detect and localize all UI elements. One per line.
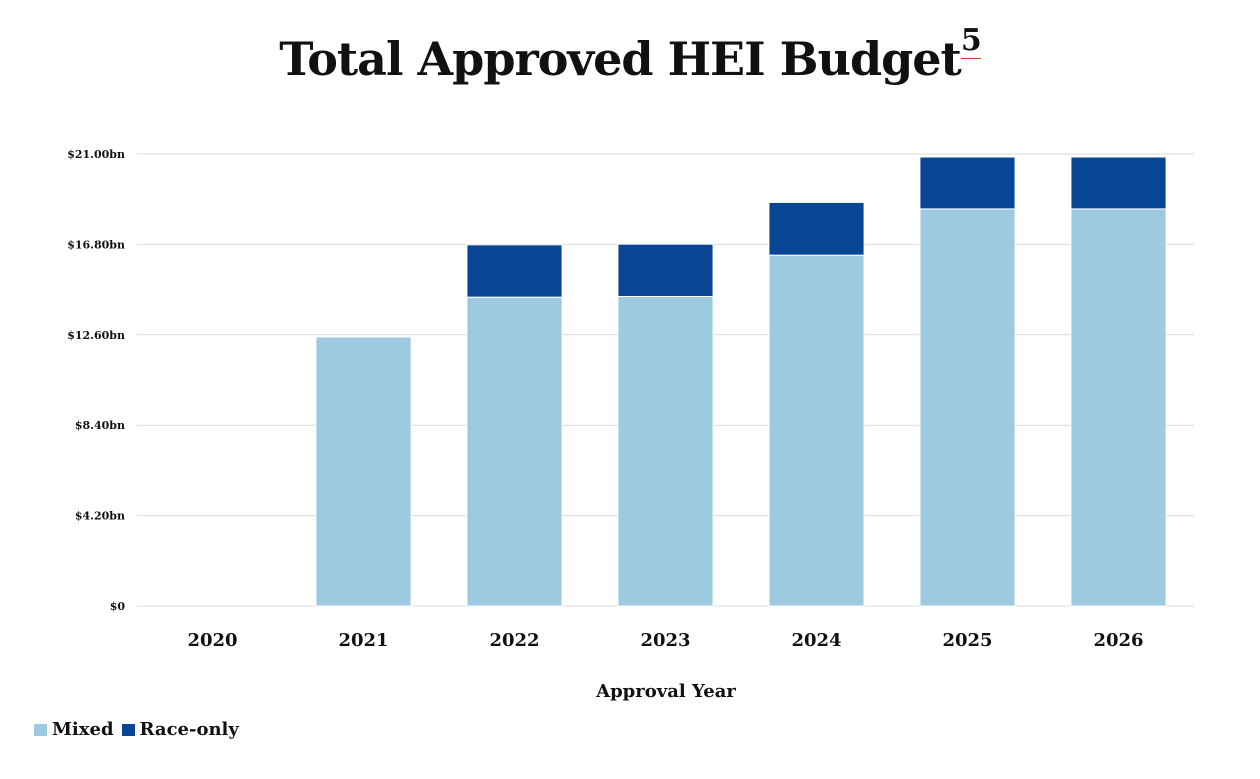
- legend-swatch-mixed: [34, 723, 47, 736]
- x-axis-ticks: 2020 2021 2022 2023 2024 2025 2026: [187, 630, 1143, 651]
- y-axis-ticks: $0 $4.20bn $8.40bn $12.60bn $16.80bn $21.00bn: [67, 148, 125, 613]
- bars: [315, 156, 1167, 607]
- x-tick-label: 2020: [187, 630, 237, 651]
- title-footnote-marker[interactable]: 5: [960, 23, 982, 59]
- legend-item-mixed[interactable]: Mixed: [34, 719, 114, 740]
- bar-mixed-2023[interactable]: [617, 295, 714, 607]
- bar-race-only-2022[interactable]: [466, 244, 563, 298]
- bar-mixed-2025[interactable]: [919, 208, 1016, 607]
- bar-mixed-2024[interactable]: [768, 254, 865, 607]
- bar-mixed-2022[interactable]: [466, 296, 563, 607]
- x-tick-label: 2024: [791, 630, 841, 651]
- legend-swatch-race-only: [121, 723, 135, 736]
- bar-race-only-2025[interactable]: [919, 156, 1016, 210]
- x-tick-label: 2025: [942, 630, 992, 651]
- legend-item-race-only[interactable]: Race-only: [121, 719, 239, 740]
- bar-race-only-2024[interactable]: [768, 201, 865, 256]
- chart-title-text: Total Approved HEI Budget: [279, 32, 962, 86]
- y-tick-label: $12.60bn: [67, 329, 125, 342]
- x-tick-label: 2023: [640, 630, 690, 651]
- x-tick-label: 2022: [489, 630, 539, 651]
- y-tick-label: $16.80bn: [67, 238, 125, 251]
- chart-title: Total Approved HEI Budget5: [0, 23, 1260, 86]
- bar-mixed-2021[interactable]: [315, 336, 412, 607]
- x-tick-label: 2026: [1093, 630, 1143, 651]
- bar-race-only-2023[interactable]: [617, 243, 714, 297]
- legend: Mixed Race-only: [34, 719, 247, 740]
- y-tick-label: $4.20bn: [75, 510, 125, 523]
- y-tick-label: $8.40bn: [75, 419, 125, 432]
- legend-label-mixed: Mixed: [52, 719, 114, 740]
- x-axis-title: Approval Year: [595, 681, 736, 702]
- bar-mixed-2026[interactable]: [1070, 208, 1167, 607]
- x-tick-label: 2021: [338, 630, 388, 651]
- y-tick-label: $0: [110, 600, 126, 613]
- y-tick-label: $21.00bn: [67, 148, 125, 161]
- legend-label-race-only: Race-only: [139, 719, 239, 740]
- bar-race-only-2026[interactable]: [1070, 156, 1167, 210]
